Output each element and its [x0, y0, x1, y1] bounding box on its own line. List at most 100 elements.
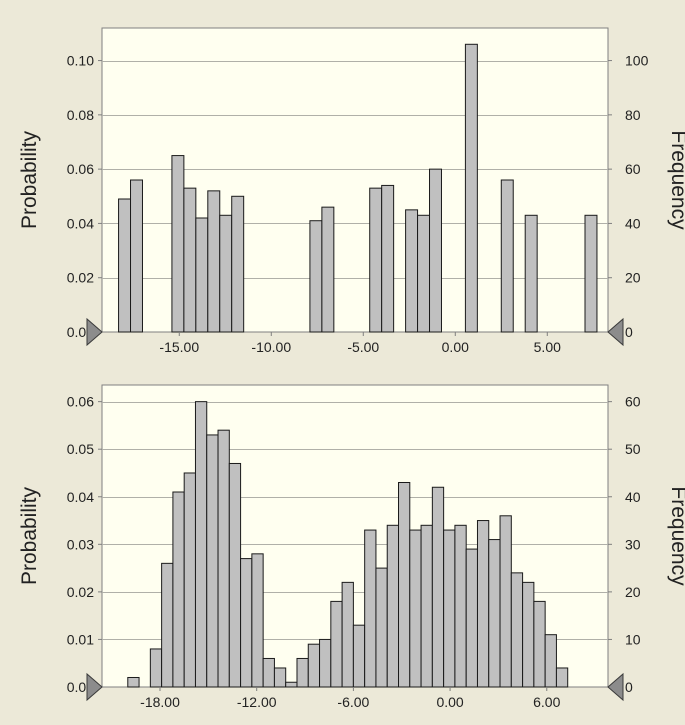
- chart2-bar: [454, 524, 467, 688]
- chart1-bar: [524, 214, 538, 333]
- chart2-bar: [555, 667, 569, 688]
- chart2-y2-tick-label: 60: [625, 394, 641, 410]
- chart1-bar: [405, 209, 419, 333]
- chart2-bar: [251, 553, 264, 688]
- chart2-y-tick-label: 0.05: [67, 441, 94, 457]
- chart2-bar: [499, 515, 512, 688]
- chart2-bar: [262, 657, 275, 688]
- chart2-x-tick-label: 6.00: [533, 694, 560, 710]
- chart1-x-tick-label: -5.00: [347, 339, 379, 355]
- chart1-x-tick-label: -10.00: [251, 339, 291, 355]
- chart1-bar: [381, 184, 395, 333]
- chart2-bar: [183, 472, 196, 688]
- chart1-y2-tick-label: 0: [625, 324, 633, 340]
- chart1-y2-tick-label: 40: [625, 215, 641, 231]
- chart2-bar: [285, 681, 298, 688]
- chart1-x-tick-label: 5.00: [534, 339, 561, 355]
- chart2-x-tick-label: 0.00: [436, 694, 463, 710]
- chart2-y-tick-label: 0.02: [67, 584, 94, 600]
- chart1-y-tick-label: 0.02: [67, 270, 94, 286]
- chart2-y-axis-title: Probability: [18, 486, 41, 585]
- chart2-bar: [443, 529, 456, 688]
- chart2-bar: [307, 643, 321, 688]
- chart2-y2-tick-label: 20: [625, 584, 641, 600]
- chart2-bar: [228, 462, 242, 688]
- chart1-y-tick-label: 0.08: [67, 107, 94, 123]
- chart1-bar: [417, 214, 431, 333]
- chart2-bar: [398, 481, 411, 688]
- chart2-bar: [375, 567, 388, 688]
- chart1-y2-tick-label: 100: [625, 53, 649, 69]
- chart1-y-tick-label: 0.06: [67, 161, 94, 177]
- chart1-y2-tick-label: 80: [625, 107, 641, 123]
- chart2-y-tick-label: 0.01: [67, 631, 94, 647]
- chart2-y2-axis-title: Frequency: [667, 486, 685, 586]
- chart2-bar: [330, 600, 343, 688]
- chart2-y2-tick-label: 40: [625, 489, 641, 505]
- chart1-y2-tick-label: 60: [625, 161, 641, 177]
- chart1-bar: [171, 155, 185, 333]
- chart1-x-tick-label: 0.00: [442, 339, 469, 355]
- chart2-bar: [194, 401, 208, 688]
- chart2-bar: [533, 600, 546, 688]
- chart2-y2-tick-label: 10: [625, 631, 641, 647]
- chart2-bar: [352, 624, 366, 688]
- chart2-bar: [522, 581, 535, 688]
- chart2-bar: [127, 676, 140, 688]
- chart1-bar: [195, 217, 209, 333]
- chart2-bar: [296, 657, 309, 688]
- chart1-left-slider-handle[interactable]: [86, 317, 103, 347]
- chart1-y2-tick-label: 20: [625, 270, 641, 286]
- chart1-y2-axis-title: Frequency: [667, 130, 685, 230]
- chart2-bar: [510, 572, 524, 688]
- chart1-bar: [219, 214, 233, 333]
- chart2-y-tick-label: 0.04: [67, 489, 94, 505]
- chart2-x-tick-label: -12.00: [237, 694, 277, 710]
- chart2-right-slider-handle[interactable]: [607, 672, 624, 702]
- chart1-right-slider-handle[interactable]: [607, 317, 624, 347]
- chart1-bar: [584, 214, 598, 333]
- chart2-bar: [364, 529, 377, 688]
- chart2-left-slider-handle[interactable]: [86, 672, 103, 702]
- chart1-y-tick-label: 0.10: [67, 53, 94, 69]
- chart2-bar: [319, 638, 332, 688]
- chart2-bar: [149, 648, 163, 688]
- chart2-bar: [386, 524, 400, 688]
- chart2-bar: [172, 491, 185, 688]
- chart2-bar: [273, 667, 287, 688]
- chart2-bar: [420, 524, 433, 688]
- chart1-bar: [118, 198, 132, 333]
- chart2-bar: [206, 434, 219, 688]
- chart1-bar: [369, 187, 383, 333]
- chart2-y2-tick-label: 0: [625, 679, 633, 695]
- chart2-bar: [240, 558, 253, 688]
- chart1-bar: [231, 195, 245, 333]
- chart2-x-tick-label: -18.00: [140, 694, 180, 710]
- chart2-bar: [217, 429, 230, 688]
- chart2-y2-tick-label: 50: [625, 441, 641, 457]
- chart1-bar: [500, 179, 514, 333]
- chart1-y-tick-label: 0.04: [67, 215, 94, 231]
- chart1-bar: [309, 220, 323, 333]
- chart2-bar: [488, 539, 501, 688]
- chart2-bar: [161, 562, 174, 688]
- chart2-y-tick-label: 0.03: [67, 536, 94, 552]
- chart1-y-axis-title: Probability: [18, 130, 41, 229]
- chart2-bar: [431, 486, 445, 688]
- chart1-bar: [130, 179, 143, 333]
- chart2-y-tick-label: 0.06: [67, 394, 94, 410]
- chart2-y2-tick-label: 30: [625, 536, 641, 552]
- chart2-bar: [341, 581, 354, 688]
- chart1-bar: [429, 168, 442, 333]
- chart1-bar: [183, 187, 197, 333]
- chart1-x-tick-label: -15.00: [159, 339, 199, 355]
- chart1-bar: [321, 206, 335, 333]
- chart2-x-tick-label: -6.00: [337, 694, 369, 710]
- chart2-bar: [409, 529, 422, 688]
- chart2-bar: [465, 548, 478, 688]
- chart2-bar: [544, 634, 557, 688]
- chart1-bar: [207, 190, 221, 333]
- chart1-bar: [464, 43, 478, 333]
- chart2-bar: [476, 520, 490, 688]
